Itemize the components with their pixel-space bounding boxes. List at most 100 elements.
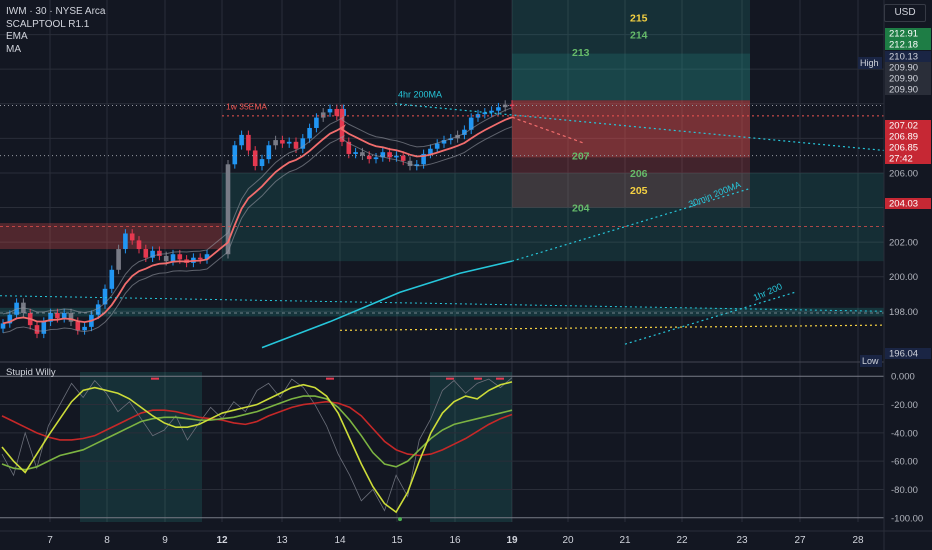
candle-body [163, 255, 169, 262]
trend-line [0, 295, 885, 312]
candle-body [489, 110, 494, 113]
resistance-zone [0, 223, 222, 250]
support-zone [222, 172, 884, 262]
y-tick-206.00: 206.00 [889, 168, 918, 179]
x-tick-9: 9 [162, 535, 168, 546]
candle-body [68, 313, 74, 322]
ema-line [2, 116, 513, 325]
signal-marker [326, 377, 334, 380]
extreme-tag-high: High [860, 58, 879, 68]
candle-body [421, 153, 426, 165]
x-tick-20: 20 [562, 535, 574, 546]
price-label-bg [885, 120, 931, 131]
osc-tick--40.00: -40.00 [891, 428, 918, 439]
x-tick-21: 21 [619, 535, 631, 546]
oscillator-zone [430, 372, 512, 522]
ema-band-lower [2, 126, 513, 334]
candle-body [428, 148, 433, 154]
ma-30min-line [261, 260, 513, 349]
level-label-213: 213 [572, 47, 590, 59]
candle-body [307, 127, 312, 139]
candle-body [75, 321, 81, 331]
indicator-ma[interactable]: MA [6, 43, 21, 55]
price-label-204.03: 204.03 [889, 199, 918, 210]
price-label-bg [885, 153, 931, 164]
target-zone-upper [512, 0, 750, 101]
price-label-206.85: 206.85 [889, 143, 918, 154]
oscillator-title[interactable]: Stupid Willy [6, 367, 56, 378]
candle-body [414, 164, 420, 167]
candle-body [314, 117, 319, 128]
osc-tick-0.000: 0.000 [891, 372, 915, 383]
price-label-bg [885, 73, 931, 84]
ma-30min-projection [511, 187, 751, 262]
candle-body [300, 138, 306, 149]
candle-body [41, 321, 47, 334]
x-tick-22: 22 [676, 535, 688, 546]
stop-zone [512, 100, 750, 158]
candle-body [346, 141, 352, 154]
annotation-4hr-200ma: 4hr 200MA [398, 89, 442, 99]
candle-body [123, 233, 128, 250]
price-label-27:42: 27:42 [889, 154, 913, 165]
osc-tick--80.00: -80.00 [891, 485, 918, 496]
candle-body [353, 152, 358, 154]
price-label-bg [885, 198, 931, 209]
extreme-tag-low: Low [862, 356, 879, 366]
y-tick-198.00: 198.00 [889, 307, 918, 318]
x-tick-27: 27 [794, 535, 806, 546]
candle-body [246, 134, 251, 151]
price-label-212.18: 212.18 [889, 40, 918, 51]
price-label-bg [885, 84, 931, 95]
signal-dot [398, 517, 402, 522]
price-label-bg [885, 131, 931, 142]
oscillator-zone [80, 372, 202, 522]
x-tick-8: 8 [104, 535, 110, 546]
candle-body [339, 108, 345, 142]
price-label-196.04: 196.04 [889, 349, 918, 360]
candle-body [95, 304, 101, 315]
candle-body [55, 313, 60, 319]
symbol-title[interactable]: IWM · 30 · NYSE Arca [6, 6, 106, 17]
candle-body [387, 152, 392, 158]
signal-marker [446, 377, 454, 380]
candle-body [252, 150, 258, 167]
indicator-ema[interactable]: EMA [6, 31, 28, 42]
level-label-204: 204 [572, 203, 590, 215]
candle-body [102, 288, 108, 305]
price-label-bg [885, 142, 931, 153]
candle-body [468, 117, 474, 130]
candle-body [116, 249, 121, 270]
demand-zone [0, 307, 884, 317]
price-label-210.13: 210.13 [889, 52, 918, 63]
osc-tick--20.00: -20.00 [891, 400, 918, 411]
candle-body [394, 155, 399, 158]
candle-body [129, 233, 135, 241]
level-label-214: 214 [630, 30, 648, 42]
price-label-bg [885, 51, 931, 62]
candle-body [496, 107, 501, 111]
candle-body [502, 104, 508, 108]
candle-body [61, 313, 67, 319]
candle-body [373, 157, 379, 160]
candle-body [327, 108, 333, 113]
price-label-209.90: 209.90 [889, 63, 918, 74]
annotation-1w-35ema: 1w 35EMA [226, 101, 267, 111]
candle-body [334, 108, 340, 116]
oscillator-gray-line [1, 377, 513, 512]
oscillator-red-line [1, 400, 513, 457]
osc-tick--60.00: -60.00 [891, 457, 918, 468]
indicator-scalptool[interactable]: SCALPTOOL R1.1 [6, 18, 90, 30]
candle-body [293, 141, 299, 149]
target-zone-213 [512, 53, 750, 101]
candle-body [82, 326, 87, 331]
candle-body [204, 254, 210, 260]
x-tick-13: 13 [276, 535, 288, 546]
price-label-bg [885, 348, 931, 359]
currency-button[interactable]: USD [884, 4, 926, 22]
candle-body [197, 257, 203, 260]
signal-marker [151, 377, 159, 380]
signal-marker [474, 377, 482, 380]
